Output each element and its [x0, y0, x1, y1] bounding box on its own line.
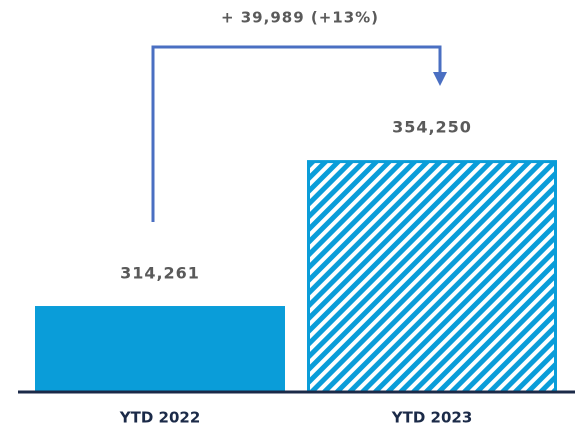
bar [35, 306, 285, 392]
value-label: 314,261 [120, 264, 200, 283]
bar [307, 160, 557, 394]
arrow-head [433, 72, 447, 86]
value-label: 354,250 [392, 118, 472, 137]
x-tick-label: YTD 2022 [119, 409, 201, 427]
annotation: + 39,989 (+13%) [221, 9, 379, 27]
annotation-arrow [151, 45, 442, 223]
x-tick-label: YTD 2023 [391, 409, 473, 427]
